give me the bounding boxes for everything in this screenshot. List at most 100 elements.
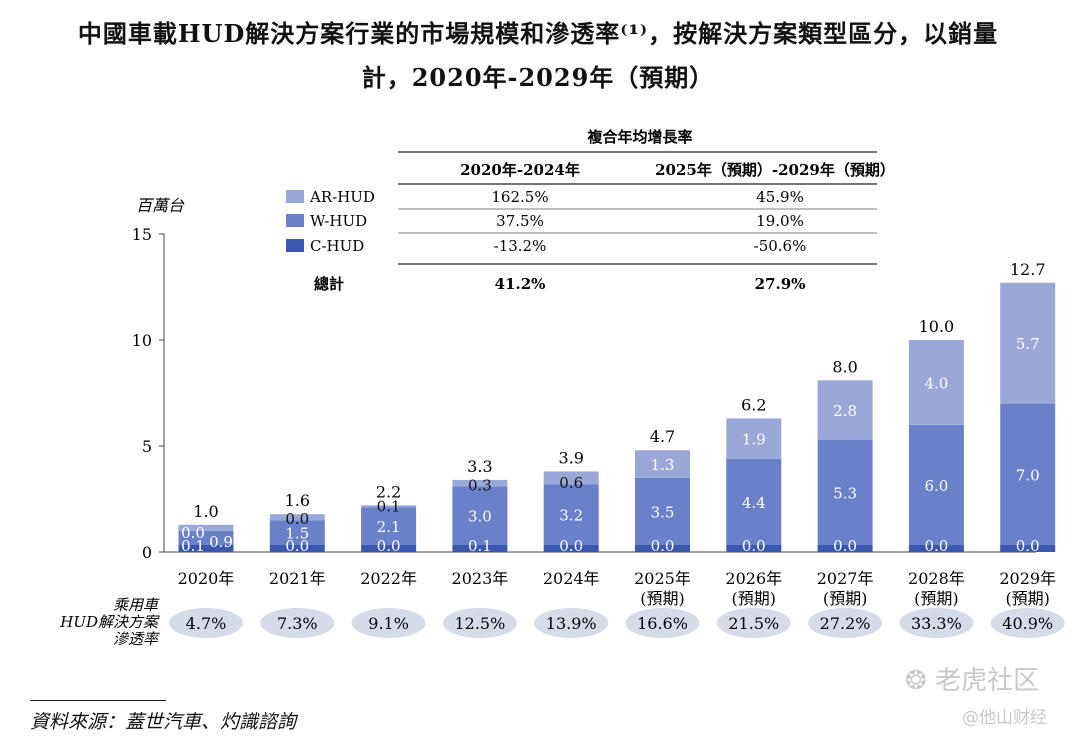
label-ar-hud-7: 2.8 bbox=[833, 402, 857, 420]
penetration-oval-4 bbox=[534, 608, 609, 638]
label-ar-hud-5: 1.3 bbox=[651, 456, 675, 474]
x-tick-label-8-1: (預期) bbox=[914, 589, 959, 608]
x-tick-label-5-0: 2025年 bbox=[634, 569, 691, 588]
bar-w-hud-8 bbox=[908, 424, 964, 545]
label-c-hud-7: 0.0 bbox=[833, 537, 857, 555]
label-w-hud-1: 1.5 bbox=[285, 525, 309, 543]
label-ar-hud-9: 5.7 bbox=[1016, 335, 1040, 353]
label-w-hud-4: 3.2 bbox=[559, 507, 583, 525]
legend-swatch-c bbox=[286, 239, 304, 252]
watermark-tiger-text: 老虎社区 bbox=[935, 666, 1040, 696]
x-tick-label-9-1: (預期) bbox=[1005, 589, 1050, 608]
bar-c-hud-4 bbox=[543, 545, 599, 552]
bar-w-hud-5 bbox=[635, 477, 690, 545]
penetration-value-6: 21.5% bbox=[728, 614, 779, 633]
label-ar-hud-1: 0.0 bbox=[285, 510, 309, 528]
label-c-hud-4: 0.0 bbox=[559, 537, 583, 555]
bar-ar-hud-5 bbox=[635, 450, 690, 478]
bar-ar-hud-6 bbox=[726, 418, 782, 459]
bar-w-hud-9 bbox=[1000, 403, 1056, 545]
label-c-hud-8: 0.0 bbox=[924, 537, 948, 555]
watermark-author: @他山财经 bbox=[962, 708, 1047, 728]
penetration-value-3: 12.5% bbox=[454, 614, 505, 633]
penetration-oval-3 bbox=[442, 608, 517, 638]
cagr-col2-header: 2025年（預期）-2029年（預期） bbox=[655, 161, 895, 179]
x-tick-label-7-1: (預期) bbox=[823, 589, 868, 608]
penetration-oval-6 bbox=[716, 608, 791, 638]
label-w-hud-2: 2.1 bbox=[377, 518, 401, 536]
bar-c-hud-7 bbox=[817, 545, 873, 552]
label-ar-hud-4: 0.6 bbox=[559, 474, 583, 492]
bar-w-hud-1 bbox=[269, 520, 325, 545]
y-tick-label-3: 15 bbox=[132, 225, 152, 244]
bar-w-hud-6 bbox=[726, 458, 782, 545]
label-ar-hud-2: 0.1 bbox=[377, 497, 401, 515]
penetration-value-2: 9.1% bbox=[368, 614, 409, 633]
bar-ar-hud-8 bbox=[908, 340, 964, 425]
bar-w-hud-4 bbox=[543, 484, 599, 545]
total-label-7: 8.0 bbox=[832, 357, 857, 376]
watermark-tiger-icon: ❂ bbox=[905, 666, 927, 696]
x-tick-label-8-0: 2028年 bbox=[908, 569, 965, 588]
x-tick-label-4-0: 2024年 bbox=[543, 569, 600, 588]
penetration-oval-5 bbox=[625, 608, 700, 638]
penetration-value-1: 7.3% bbox=[277, 614, 318, 633]
label-c-hud-1: 0.0 bbox=[285, 537, 309, 555]
bar-ar-hud-0 bbox=[178, 524, 234, 531]
y-tick-label-0: 0 bbox=[142, 543, 152, 562]
cagr-value-2020-2024-c: -13.2% bbox=[494, 237, 547, 255]
bar-ar-hud-2 bbox=[361, 505, 417, 508]
penetration-oval-8 bbox=[899, 608, 974, 638]
bar-c-hud-9 bbox=[1000, 545, 1056, 552]
penetration-row-label-0: 乘用車 bbox=[113, 596, 160, 614]
label-c-hud-6: 0.0 bbox=[742, 537, 766, 555]
bar-ar-hud-7 bbox=[817, 380, 873, 440]
total-label-0: 1.0 bbox=[193, 502, 218, 521]
penetration-row-label-2: 滲透率 bbox=[113, 630, 160, 648]
bar-ar-hud-4 bbox=[543, 471, 599, 485]
legend-swatch-ar bbox=[286, 190, 304, 203]
label-ar-hud-6: 1.9 bbox=[742, 431, 766, 449]
bar-c-hud-1 bbox=[269, 545, 325, 552]
x-tick-label-1-0: 2021年 bbox=[269, 569, 326, 588]
bar-ar-hud-3 bbox=[452, 479, 508, 487]
source-divider bbox=[30, 700, 166, 701]
bar-c-hud-5 bbox=[635, 545, 690, 552]
label-c-hud-3: 0.1 bbox=[468, 537, 492, 555]
legend-label-c: C-HUD bbox=[310, 237, 364, 255]
cagr-total-2020-2024: 41.2% bbox=[495, 275, 546, 293]
label-w-hud-5: 3.5 bbox=[651, 503, 675, 521]
label-w-hud-9: 7.0 bbox=[1016, 466, 1040, 484]
label-c-hud-2: 0.0 bbox=[377, 537, 401, 555]
bar-ar-hud-9 bbox=[1000, 282, 1056, 404]
label-w-hud-0: 0.9 bbox=[209, 533, 233, 551]
penetration-oval-7 bbox=[808, 608, 883, 638]
penetration-oval-9 bbox=[990, 608, 1065, 638]
x-tick-label-3-0: 2023年 bbox=[452, 569, 509, 588]
label-c-hud-5: 0.0 bbox=[651, 537, 675, 555]
cagr-value-2020-2024-ar: 162.5% bbox=[491, 188, 548, 206]
label-w-hud-7: 5.3 bbox=[833, 484, 857, 502]
bar-w-hud-0 bbox=[178, 530, 234, 545]
x-tick-label-6-0: 2026年 bbox=[725, 569, 782, 588]
x-tick-label-7-0: 2027年 bbox=[817, 569, 874, 588]
penetration-row-label-1: HUD解決方案 bbox=[59, 613, 160, 631]
source-note: 資料來源：蓋世汽車、灼識諮詢 bbox=[30, 711, 297, 733]
total-label-6: 6.2 bbox=[741, 395, 766, 414]
cagr-col1-header: 2020年-2024年 bbox=[460, 161, 580, 179]
label-c-hud-0: 0.1 bbox=[181, 537, 205, 555]
chart-title-line-2: 計，2020年-2029年（預期） bbox=[361, 63, 715, 92]
bar-c-hud-2 bbox=[361, 545, 417, 552]
penetration-value-5: 16.6% bbox=[637, 614, 688, 633]
label-ar-hud-8: 4.0 bbox=[924, 374, 948, 392]
x-tick-label-2-0: 2022年 bbox=[360, 569, 417, 588]
legend-label-ar: AR-HUD bbox=[309, 188, 375, 206]
bar-c-hud-6 bbox=[726, 545, 782, 552]
penetration-value-9: 40.9% bbox=[1002, 614, 1053, 633]
bar-c-hud-8 bbox=[908, 545, 964, 552]
penetration-value-4: 13.9% bbox=[546, 614, 597, 633]
total-label-2: 2.2 bbox=[376, 482, 401, 501]
total-label-9: 12.7 bbox=[1010, 260, 1046, 279]
total-label-1: 1.6 bbox=[285, 491, 310, 510]
x-tick-label-9-0: 2029年 bbox=[999, 569, 1056, 588]
